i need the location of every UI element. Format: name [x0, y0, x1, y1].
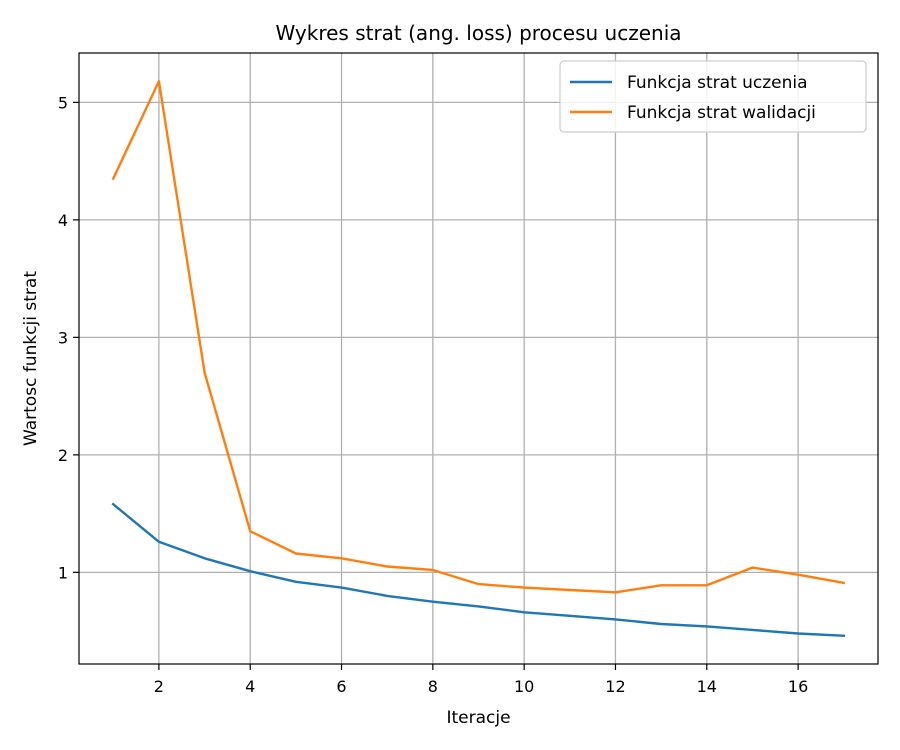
y-axis-ticks: 1 2 3 4 5	[58, 93, 79, 582]
x-tick-label: 12	[605, 677, 625, 696]
legend-label: Funkcja strat uczenia	[627, 73, 808, 93]
x-tick-label: 6	[336, 677, 346, 696]
x-tick-label: 10	[514, 677, 534, 696]
x-axis-ticks: 2 4 6 8 10 12 14 16	[154, 664, 808, 696]
y-tick-label: 2	[58, 446, 68, 465]
y-tick-label: 4	[58, 211, 68, 230]
y-tick-label: 5	[58, 93, 68, 112]
y-tick-label: 3	[58, 328, 68, 347]
x-axis-title: Iteracje	[446, 708, 510, 728]
x-tick-label: 8	[428, 677, 438, 696]
plot-frame	[78, 52, 879, 665]
chart-title: Wykres strat (ang. loss) procesu uczenia	[275, 21, 681, 45]
x-tick-label: 16	[788, 677, 808, 696]
x-tick-label: 2	[154, 677, 164, 696]
grid-lines	[79, 53, 878, 664]
x-tick-label: 14	[697, 677, 717, 696]
legend: Funkcja strat uczenia Funkcja strat walid…	[559, 60, 867, 133]
y-axis-title: Wartosc funkcji strat	[21, 271, 41, 446]
series-lines	[111, 79, 846, 638]
series-line-validation-loss	[111, 79, 846, 594]
y-tick-label: 1	[58, 563, 68, 582]
x-tick-label: 4	[245, 677, 255, 696]
series-line-training-loss	[111, 502, 846, 638]
legend-label: Funkcja strat walidacji	[627, 103, 816, 123]
legend-box	[559, 60, 867, 133]
